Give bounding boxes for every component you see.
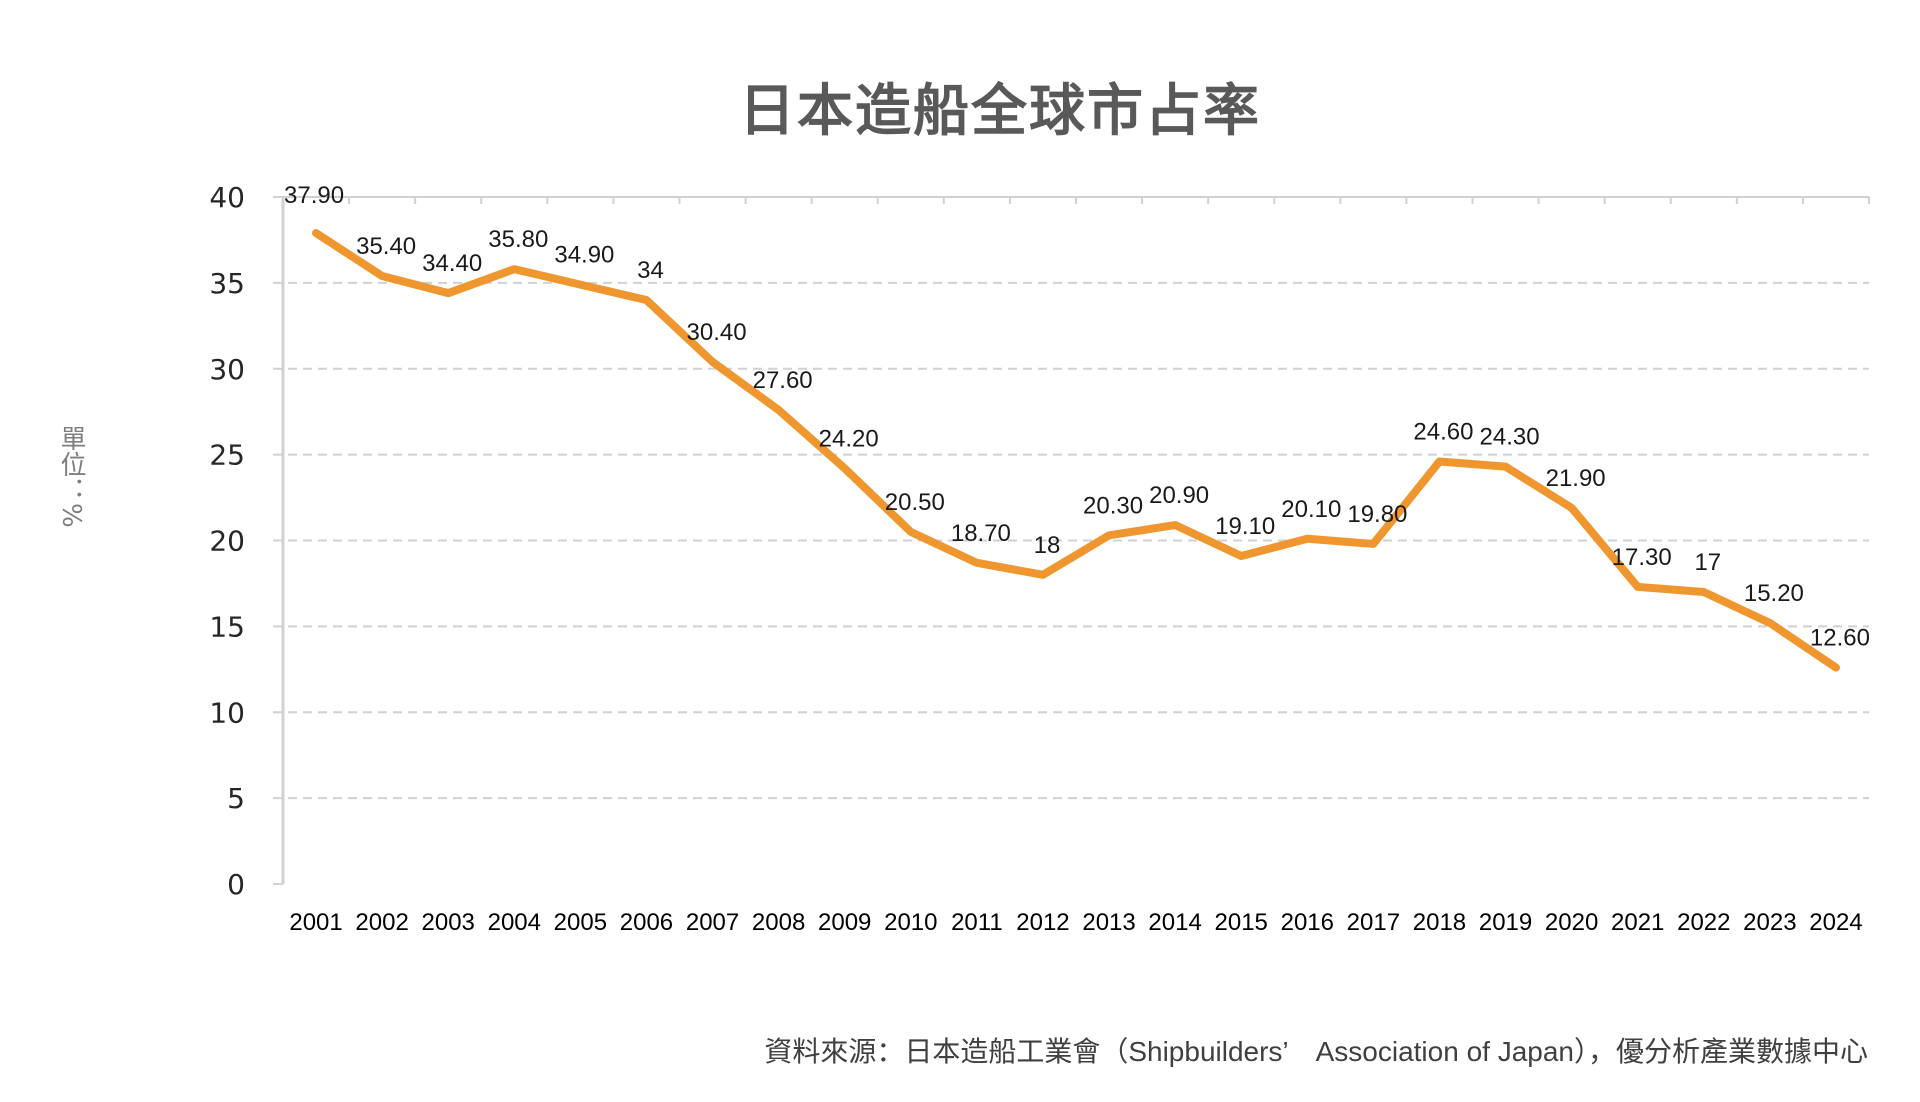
x-tick-label: 2018 [1413, 909, 1466, 936]
source-note: 資料來源：日本造船工業會（Shipbuilders’ Association o… [764, 1036, 1868, 1067]
y-tick-label: 5 [227, 782, 245, 815]
x-tick-label: 2004 [488, 909, 541, 936]
data-label: 18 [1034, 532, 1061, 559]
x-tick-label: 2011 [951, 909, 1003, 936]
data-label: 34.40 [422, 250, 482, 277]
y-tick-label: 10 [209, 696, 245, 729]
x-tick-label: 2009 [818, 909, 871, 936]
x-tick-label: 2015 [1215, 909, 1268, 936]
data-label: 24.20 [819, 425, 879, 452]
x-tick-label: 2001 [289, 909, 342, 936]
data-label: 20.90 [1149, 482, 1209, 509]
y-tick-label: 30 [209, 353, 245, 386]
data-label: 19.10 [1215, 513, 1275, 540]
data-label: 20.10 [1281, 496, 1341, 523]
data-label: 35.40 [356, 233, 416, 260]
data-label: 34.90 [554, 242, 614, 269]
x-tick-label: 2020 [1545, 909, 1598, 936]
data-label: 30.40 [687, 319, 747, 346]
x-tick-label: 2007 [686, 909, 739, 936]
data-label: 24.60 [1413, 418, 1473, 445]
series-line [312, 229, 1840, 672]
x-tick-label: 2019 [1479, 909, 1532, 936]
data-label: 17.30 [1612, 544, 1672, 571]
x-tick-label: 2005 [554, 909, 607, 936]
data-label: 17 [1694, 549, 1721, 576]
x-tick-label: 2024 [1809, 909, 1862, 936]
data-label: 27.60 [753, 367, 813, 394]
x-tick-label: 2022 [1677, 909, 1730, 936]
data-label: 34 [637, 257, 664, 284]
data-label: 37.90 [284, 182, 344, 209]
x-tick-label: 2023 [1743, 909, 1796, 936]
y-tick-label: 25 [209, 439, 245, 472]
x-tick-label: 2008 [752, 909, 805, 936]
data-label: 21.90 [1546, 465, 1606, 492]
x-tick-label: 2016 [1281, 909, 1334, 936]
x-tick-label: 2002 [355, 909, 408, 936]
y-tick-label: 40 [209, 181, 245, 214]
y-tick-label: 20 [209, 525, 245, 558]
data-label: 18.70 [951, 520, 1011, 547]
x-tick-label: 2012 [1016, 909, 1069, 936]
x-tick-label: 2021 [1611, 909, 1664, 936]
x-tick-label: 2003 [422, 909, 475, 936]
data-label: 24.30 [1480, 424, 1540, 451]
y-tick-label: 35 [209, 267, 245, 300]
y-axis-label: 單位：% [56, 425, 86, 528]
data-label: 20.30 [1083, 492, 1143, 519]
chart-title: 日本造船全球市占率 [739, 79, 1261, 144]
x-tick-label: 2006 [620, 909, 673, 936]
x-tick-label: 2017 [1347, 909, 1400, 936]
x-tick-label: 2010 [884, 909, 937, 936]
y-tick-label: 15 [209, 610, 245, 643]
x-tick-label: 2013 [1082, 909, 1135, 936]
y-tick-label: 0 [227, 868, 245, 901]
data-label: 15.20 [1744, 580, 1804, 607]
x-tick-label: 2014 [1148, 909, 1201, 936]
data-label: 35.80 [488, 226, 548, 253]
data-label: 19.80 [1347, 501, 1407, 528]
data-label: 12.60 [1810, 625, 1870, 652]
data-label: 20.50 [885, 489, 945, 516]
